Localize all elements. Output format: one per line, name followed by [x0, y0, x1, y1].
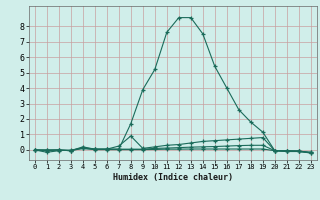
X-axis label: Humidex (Indice chaleur): Humidex (Indice chaleur): [113, 173, 233, 182]
